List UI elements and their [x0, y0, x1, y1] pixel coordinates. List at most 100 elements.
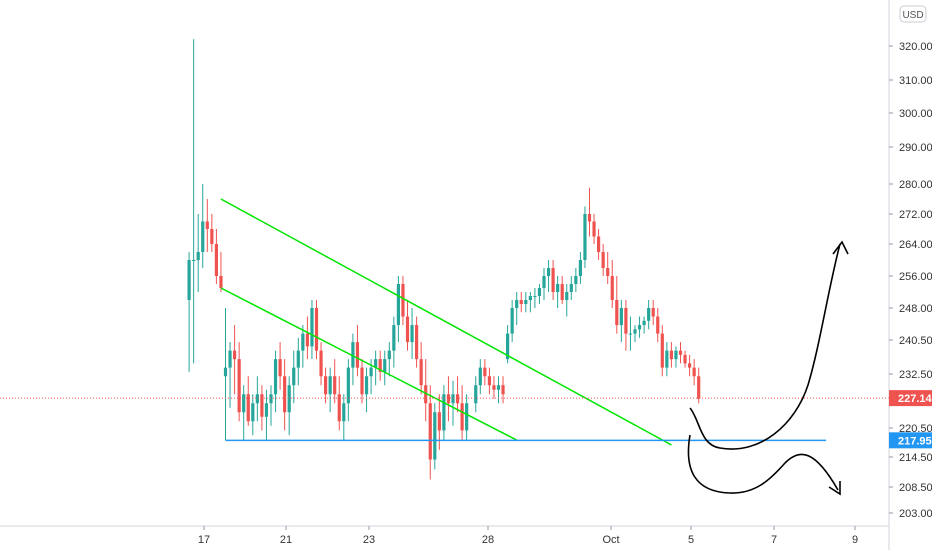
candle: [433, 403, 437, 470]
candle: [328, 367, 332, 413]
candle: [192, 39, 196, 364]
candle-body: [465, 403, 469, 431]
candle: [446, 376, 451, 422]
candle: [528, 292, 532, 313]
x-tick-label: 21: [280, 534, 292, 546]
candle-body: [633, 329, 637, 334]
candle: [223, 308, 228, 441]
candle: [319, 342, 323, 386]
candle: [592, 214, 596, 244]
candle-body: [628, 333, 633, 335]
drawings-layer: [0, 198, 889, 446]
candle: [556, 276, 560, 308]
candle-body: [433, 412, 437, 460]
candle-body: [360, 367, 364, 395]
candle-body: [442, 394, 446, 431]
arrow-up-head: [832, 240, 849, 255]
currency-badge[interactable]: USD: [899, 5, 927, 23]
y-tick-label: 280.00: [899, 179, 932, 191]
candle: [692, 359, 696, 386]
candle: [524, 292, 528, 313]
candle-body: [665, 350, 669, 368]
channel-upper[interactable]: [220, 198, 672, 446]
candle: [551, 260, 555, 300]
currency-label: USD: [902, 10, 923, 21]
candle-body: [656, 316, 660, 334]
candle: [615, 276, 619, 334]
candle-body: [369, 367, 373, 377]
candle-body: [214, 244, 218, 276]
candle-body: [392, 325, 396, 351]
candle-body: [583, 214, 587, 260]
price-axis[interactable]: 320.00 310.00 300.00 290.00 280.00 272.00 264.…: [889, 41, 932, 520]
candle-body: [597, 236, 601, 252]
candle: [264, 389, 269, 441]
candle: [292, 350, 296, 404]
candle: [296, 337, 300, 386]
candle-body: [210, 229, 214, 244]
candle: [201, 184, 205, 268]
candle-body: [474, 385, 478, 404]
candle-body: [301, 333, 305, 351]
candle-body: [692, 367, 696, 377]
candle-body: [556, 284, 560, 292]
candle-body: [455, 394, 460, 404]
candle: [546, 260, 551, 292]
candle-body: [387, 350, 391, 360]
candle-body: [451, 394, 455, 404]
candle-body: [355, 342, 360, 368]
candle: [660, 325, 664, 377]
candle-body: [560, 284, 564, 300]
candle-body: [537, 288, 542, 296]
candle-body: [269, 394, 273, 404]
candle-body: [378, 359, 382, 372]
last-price-badge: 227.14: [898, 393, 932, 405]
candle-body: [515, 300, 519, 308]
candle: [665, 342, 669, 377]
candle-body: [578, 260, 582, 276]
candle: [205, 199, 209, 252]
time-axis[interactable]: 17 21 23 28 Oct 5 7 9: [198, 526, 858, 546]
candle: [278, 342, 282, 390]
candle-body: [292, 367, 296, 386]
candle-body: [415, 325, 419, 360]
candle-body: [192, 260, 196, 261]
candle: [196, 214, 200, 292]
candle-body: [637, 325, 642, 330]
candle: [451, 380, 455, 426]
candle-body: [410, 325, 414, 343]
support-price-badge-bg: [889, 432, 932, 449]
candle-body: [246, 394, 250, 422]
candle: [474, 376, 478, 413]
candle-body: [273, 359, 278, 395]
candle: [501, 376, 505, 404]
candle-body: [351, 342, 355, 368]
candle-body: [683, 354, 687, 364]
candle: [656, 308, 660, 343]
candle-body: [337, 394, 341, 422]
candle-body: [333, 376, 337, 395]
candle-body: [328, 376, 332, 395]
candle-body: [601, 252, 605, 268]
candle-body: [424, 385, 428, 404]
candle-body: [569, 284, 573, 292]
candle: [424, 359, 428, 422]
candle-body: [233, 350, 237, 360]
candle-body: [428, 403, 432, 460]
candle-body: [610, 276, 614, 300]
candle-body: [501, 385, 505, 395]
candle: [628, 316, 633, 351]
candle-body: [524, 300, 528, 304]
channel-lower[interactable]: [220, 287, 518, 441]
candle: [228, 342, 232, 408]
candle-body: [624, 308, 628, 334]
candle: [237, 342, 241, 422]
y-tick-label: 310.00: [899, 75, 932, 87]
candle: [624, 300, 628, 351]
y-tick-label: 300.00: [899, 108, 932, 120]
candle-body: [528, 296, 532, 300]
candle: [415, 316, 419, 368]
candle-body: [651, 308, 655, 317]
